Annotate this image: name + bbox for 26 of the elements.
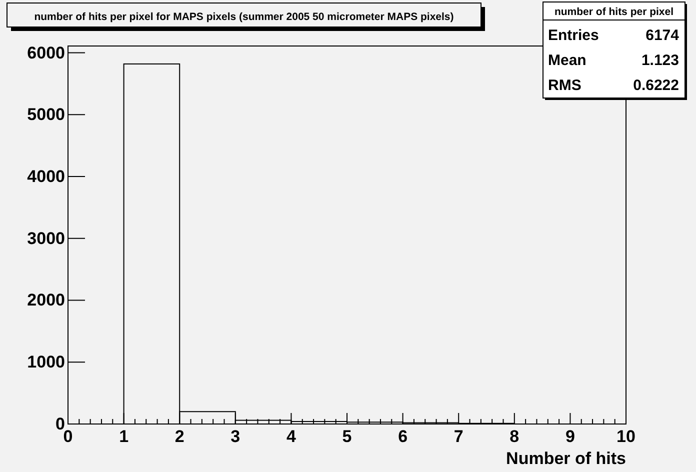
x-tick-label: 7 [454,427,464,446]
x-tick-label: 1 [119,427,129,446]
y-tick-label: 2000 [27,290,65,310]
x-tick-label: 8 [510,427,520,446]
x-tick-label: 2 [174,427,184,446]
y-tick-label: 4000 [27,166,65,186]
x-tick-label: 4 [286,427,296,446]
x-tick-label: 6 [398,427,408,446]
text: number of hits per pixel [554,6,674,18]
y-tick-label: 5000 [27,105,65,124]
text: 0.6222 [633,77,679,94]
annotation: RMS [548,77,582,94]
x-tick-label: 9 [565,427,575,446]
text: 6174 [646,27,680,44]
annotation: Mean [548,52,586,69]
y-tick-label: 0 [56,414,65,434]
y-tick-label: 1000 [27,352,65,372]
x-tick-label: 5 [342,427,352,446]
chart-title: number of hits per pixel for MAPS pixels (summer 2005 50 micrometer MAPS pixels) [34,11,454,23]
x-axis-title: Number of hits [506,449,626,468]
text: Entries [548,27,599,44]
x-tick-label: 10 [616,427,636,446]
text: 1.123 [641,52,679,69]
y-tick-label: 6000 [27,43,65,62]
x-tick-label: 3 [230,427,240,446]
y-tick-label: 3000 [27,228,65,248]
